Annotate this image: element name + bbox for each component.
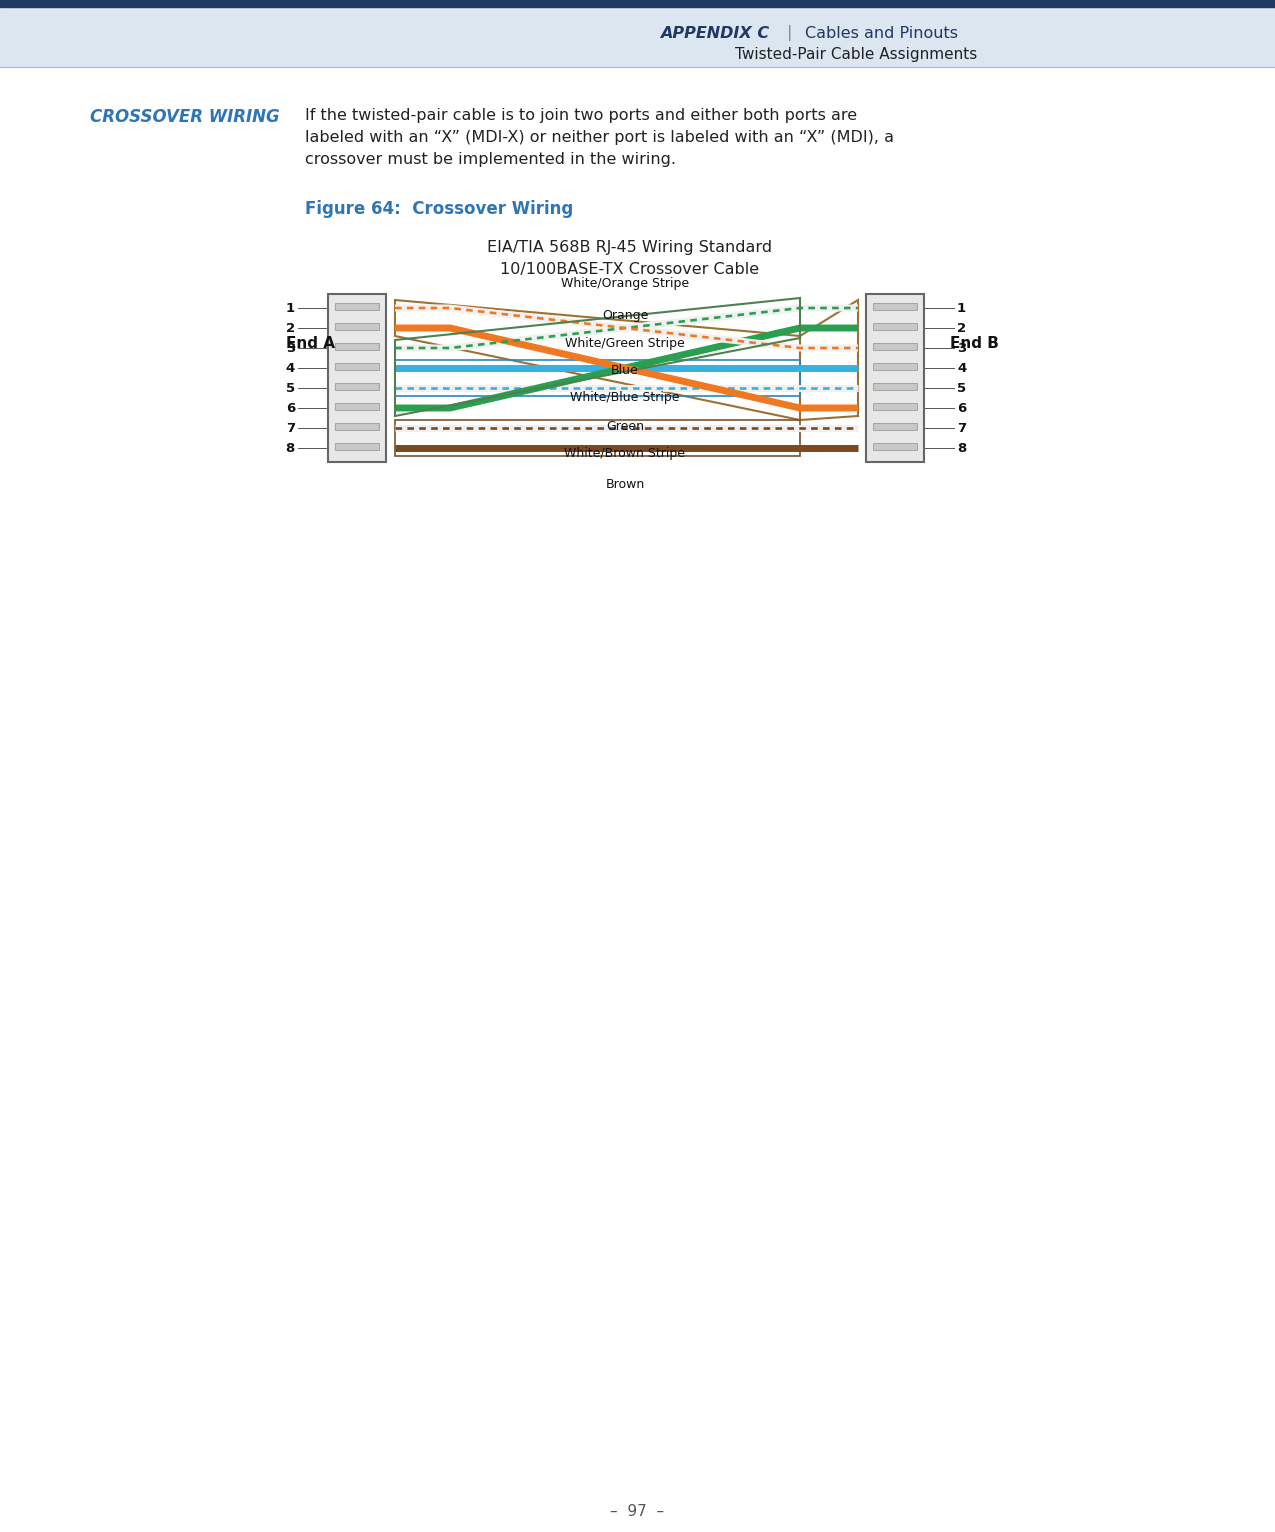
Bar: [873, 363, 917, 371]
Text: crossover must be implemented in the wiring.: crossover must be implemented in the wir…: [305, 152, 676, 167]
Bar: [335, 383, 379, 391]
Text: 4: 4: [958, 362, 966, 374]
Text: If the twisted-pair cable is to join two ports and either both ports are: If the twisted-pair cable is to join two…: [305, 107, 857, 123]
Text: Figure 64:  Crossover Wiring: Figure 64: Crossover Wiring: [305, 201, 574, 218]
Text: 2: 2: [286, 322, 295, 334]
Text: 6: 6: [286, 401, 295, 415]
Text: Brown: Brown: [606, 478, 645, 490]
Text: Cables and Pinouts: Cables and Pinouts: [805, 26, 958, 40]
Text: Green: Green: [606, 420, 644, 432]
Text: APPENDIX C: APPENDIX C: [660, 26, 769, 40]
Bar: [873, 443, 917, 450]
Text: 6: 6: [958, 401, 966, 415]
Bar: [873, 303, 917, 309]
Text: 5: 5: [286, 381, 295, 395]
Bar: [335, 303, 379, 309]
Text: 3: 3: [286, 342, 295, 354]
Bar: [873, 423, 917, 430]
Text: Blue: Blue: [611, 363, 639, 377]
Text: Orange: Orange: [602, 309, 648, 323]
Text: EIA/TIA 568B RJ-45 Wiring Standard: EIA/TIA 568B RJ-45 Wiring Standard: [487, 241, 773, 254]
Text: 7: 7: [286, 421, 295, 435]
Text: –  97  –: – 97 –: [609, 1504, 664, 1520]
Text: 4: 4: [286, 362, 295, 374]
Text: White/Green Stripe: White/Green Stripe: [565, 337, 685, 349]
Text: End B: End B: [950, 336, 998, 351]
Text: White/Orange Stripe: White/Orange Stripe: [561, 277, 688, 291]
Bar: [335, 403, 379, 411]
Text: White/Blue Stripe: White/Blue Stripe: [570, 392, 680, 404]
Text: 7: 7: [958, 421, 966, 435]
Bar: [873, 343, 917, 349]
Bar: [335, 423, 379, 430]
Bar: [335, 323, 379, 329]
Text: 3: 3: [958, 342, 966, 354]
Text: End A: End A: [286, 336, 334, 351]
Text: labeled with an “X” (MDI-X) or neither port is labeled with an “X” (MDI), a: labeled with an “X” (MDI-X) or neither p…: [305, 130, 894, 146]
Bar: [866, 294, 924, 463]
Text: White/Brown Stripe: White/Brown Stripe: [565, 447, 686, 461]
Bar: [873, 323, 917, 329]
Bar: [0, 0, 1275, 8]
Text: |: |: [787, 25, 793, 41]
Text: 1: 1: [286, 302, 295, 314]
Bar: [873, 383, 917, 391]
Text: 1: 1: [958, 302, 966, 314]
Text: CROSSOVER WIRING: CROSSOVER WIRING: [91, 107, 279, 126]
Bar: [335, 443, 379, 450]
Text: 8: 8: [286, 441, 295, 455]
Text: 8: 8: [958, 441, 966, 455]
Text: 10/100BASE-TX Crossover Cable: 10/100BASE-TX Crossover Cable: [500, 262, 760, 277]
Bar: [328, 294, 386, 463]
Bar: [335, 343, 379, 349]
Bar: [0, 8, 1275, 67]
Text: 2: 2: [958, 322, 966, 334]
Text: Twisted-Pair Cable Assignments: Twisted-Pair Cable Assignments: [734, 47, 977, 63]
Text: 5: 5: [958, 381, 966, 395]
Bar: [873, 403, 917, 411]
Bar: [335, 363, 379, 371]
